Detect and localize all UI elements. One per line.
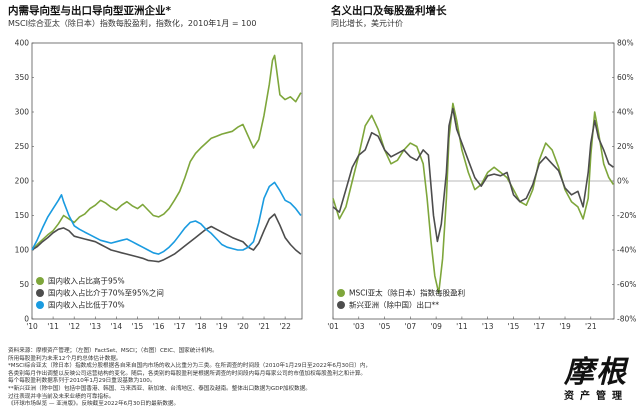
left-legend-label: 国内收入占比高于95% (48, 276, 125, 286)
left-series-line-3 (31, 181, 302, 255)
left-x-tick-label: '10 (26, 322, 38, 331)
right-x-tick-label: '07 (405, 322, 417, 331)
right-y-tick-label: -40% (617, 246, 636, 255)
right-y-tick-label: -80% (617, 315, 636, 324)
right-x-tick-label: '09 (430, 322, 442, 331)
footnote-line: 各类别每月作出调整以反映公司运营结构的变化。随后，各类别的每股盈利是根据所调查的… (8, 370, 367, 377)
right-legend-label: 新兴亚洲（除中国）出口** (349, 300, 439, 310)
right-chart-title: 名义出口及每股盈利增长 (331, 5, 447, 17)
footnotes: 资料来源：摩根资产管理；（左图）FactSet、MSCI；（右图）CEIC、国家… (8, 348, 528, 409)
left-y-tick-label: 250 (15, 142, 30, 151)
left-chart-subtitle: MSCI综合亚太（除日本）指数每股盈利，指数化，2010年1月 = 100 (8, 19, 257, 28)
footnote-line: 《环球市场纵览 — 亚洲版》。反映截至2022年6月30日的最新数据。 (8, 401, 180, 408)
right-series-line-2 (332, 107, 614, 243)
right-y-tick-label: -60% (617, 280, 636, 289)
left-x-tick-label: '16 (153, 322, 165, 331)
right-legend-label: MSCI亚太（除日本）指数每股盈利 (349, 288, 465, 298)
left-legend-label: 国内收入占比介于70%至95%之间 (48, 288, 164, 298)
left-y-tick-label: 200 (15, 177, 30, 186)
left-x-tick-label: '11 (47, 322, 59, 331)
right-chart-subtitle: 同比增长，美元计价 (331, 19, 403, 28)
footnote-line: 过往表现并非当前及未来业绩的可靠指标。 (8, 393, 115, 400)
right-x-tick-label: '15 (508, 322, 520, 331)
jpmorgan-logo: 摩根 资产管理 (560, 356, 632, 404)
right-y-tick-label: 20% (617, 142, 634, 151)
right-x-tick-label: '17 (533, 322, 545, 331)
footnote-line: 资料来源：摩根资产管理；（左图）FactSet、MSCI；（右图）CEIC、国家… (8, 348, 218, 354)
left-chart-title: 内需导向型与出口导向型亚洲企业* (8, 5, 171, 17)
right-y-tick-label: 60% (617, 73, 634, 82)
right-y-tick-label: -20% (617, 211, 636, 220)
charts-canvas: 0 50 100 150 200 250 300 350 400 '10 '11 '12 '13 '14 '… (15, 39, 637, 331)
left-x-tick-label: '21 (258, 322, 270, 331)
left-y-tick-label: 100 (15, 246, 30, 255)
left-x-tick-label: '14 (111, 322, 123, 331)
right-series-line-1 (332, 102, 615, 294)
left-y-tick-label: 300 (15, 108, 30, 117)
left-x-tick-label: '17 (174, 322, 186, 331)
right-legend-swatch (337, 301, 345, 309)
right-legend-swatch (337, 289, 345, 297)
left-y-tick-label: 0 (24, 315, 29, 324)
left-legend-label: 国内收入占比低于70% (48, 300, 125, 310)
left-x-tick-label: '18 (195, 322, 207, 331)
left-series-line-2 (31, 213, 302, 263)
right-x-tick-label: '19 (559, 322, 571, 331)
left-x-tick-label: '20 (237, 322, 249, 331)
right-x-tick-label: '13 (482, 322, 494, 331)
left-legend-swatch (36, 277, 44, 285)
footnote-line: 每个每股盈利数据系列于2010年1月29日重设基数为100。 (8, 378, 156, 385)
right-y-tick-label: 40% (617, 108, 634, 117)
left-x-tick-label: '15 (132, 322, 144, 331)
left-x-tick-label: '22 (279, 322, 291, 331)
left-legend-swatch (36, 301, 44, 309)
logo-sub-text: 资产管理 (564, 391, 628, 402)
left-y-tick-label: 150 (15, 211, 30, 220)
right-y-tick-label: 0% (617, 177, 629, 186)
left-x-tick-label: '13 (89, 322, 101, 331)
footnote-line: *MSCI综合亚太（除日本）指数成分股根据各自来自国内市场的收入比重分为三类。在… (8, 363, 372, 370)
left-y-tick-label: 400 (15, 39, 30, 48)
left-series-line-1 (31, 54, 302, 251)
left-legend-swatch (36, 289, 44, 297)
right-x-tick-label: '01 (327, 322, 339, 331)
right-x-tick-label: '05 (379, 322, 391, 331)
left-x-tick-label: '19 (216, 322, 228, 331)
footnote-line: **新兴亚洲（除中国）包括中国香港、韩国、马来西亚、新加坡、台湾地区、泰国及越南… (8, 385, 311, 392)
right-x-tick-label: '03 (353, 322, 365, 331)
right-y-tick-label: 80% (617, 39, 634, 48)
right-x-tick-label: '21 (585, 322, 597, 331)
left-y-tick-label: 50 (19, 280, 29, 289)
footnote-line: 所用每股盈利为未来12个月的总体估计数据。 (8, 355, 122, 362)
left-x-tick-label: '12 (68, 322, 80, 331)
logo-main-text: 摩根 (564, 355, 628, 390)
left-y-tick-label: 350 (15, 73, 30, 82)
right-x-tick-label: '11 (456, 322, 468, 331)
